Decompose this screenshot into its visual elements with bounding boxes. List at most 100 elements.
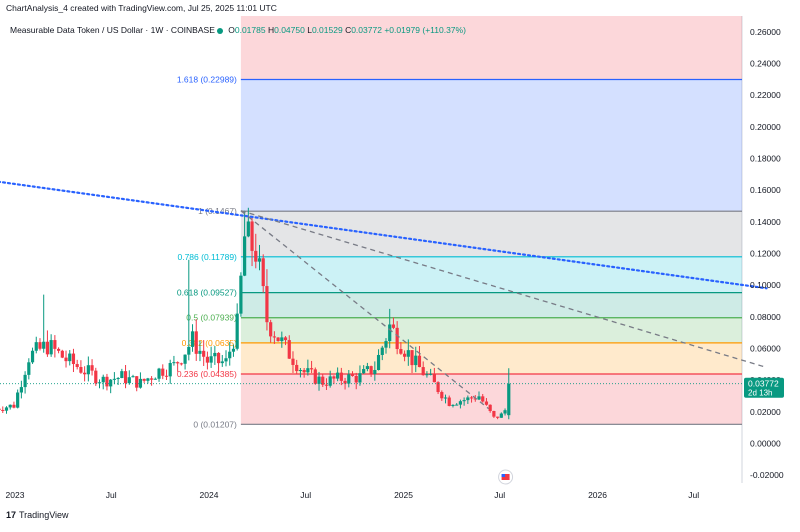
symbol-name[interactable]: Measurable Data Token / US Dollar · 1W ·… bbox=[10, 25, 215, 35]
candle-body bbox=[45, 341, 50, 355]
candle-body bbox=[112, 378, 116, 380]
fib-zone-6 bbox=[240, 342, 742, 375]
low-label: L bbox=[307, 25, 312, 35]
candle-body bbox=[324, 384, 329, 386]
candle-body bbox=[246, 221, 250, 237]
candle-body bbox=[64, 357, 68, 362]
candle-body bbox=[373, 369, 377, 374]
candle-body bbox=[455, 404, 459, 406]
candle-body bbox=[380, 347, 384, 355]
candle-body bbox=[298, 370, 303, 372]
candle-body bbox=[503, 410, 507, 414]
candle-body bbox=[135, 376, 139, 388]
candle-body bbox=[321, 376, 325, 385]
tradingview-logo[interactable]: 17 TradingView bbox=[6, 510, 69, 520]
candle-body bbox=[53, 340, 57, 349]
fib-zone-2 bbox=[240, 211, 742, 257]
price-tick: 0.18000 bbox=[750, 153, 781, 163]
price-tick: 0.06000 bbox=[750, 343, 781, 353]
candle-body bbox=[75, 364, 79, 368]
candle-body bbox=[157, 368, 161, 379]
fib-label-0-382: 0.382 (0.0635) bbox=[182, 338, 237, 348]
candle-body bbox=[417, 355, 422, 368]
candle-body bbox=[60, 350, 64, 358]
candle-body bbox=[109, 379, 113, 387]
price-tick: 0.20000 bbox=[750, 122, 781, 132]
candle-body bbox=[101, 376, 105, 383]
candle-body bbox=[120, 371, 124, 379]
candle-body bbox=[295, 364, 299, 372]
price-tick: -0.02000 bbox=[750, 470, 784, 480]
candle-body bbox=[458, 401, 463, 405]
candle-body bbox=[209, 356, 213, 363]
price-tick: 0.14000 bbox=[750, 217, 781, 227]
candle-body bbox=[347, 374, 351, 384]
candle-body bbox=[105, 376, 109, 387]
candle-body bbox=[116, 378, 120, 380]
candle-body bbox=[469, 397, 474, 399]
price-tick: 0.22000 bbox=[750, 90, 781, 100]
candle-body bbox=[179, 363, 183, 365]
candle-body bbox=[287, 340, 291, 359]
candle-body bbox=[496, 416, 500, 418]
candle-body bbox=[202, 350, 206, 357]
candle-body bbox=[235, 313, 239, 349]
candle-body bbox=[488, 404, 492, 412]
candle-body bbox=[350, 374, 355, 376]
candle-body bbox=[224, 358, 228, 362]
candle-body bbox=[168, 363, 172, 377]
time-tick: Jul bbox=[106, 490, 117, 500]
candle-body bbox=[484, 401, 489, 405]
price-tag-value: 0.03772 bbox=[748, 379, 779, 389]
candle-body bbox=[492, 411, 496, 417]
candle-body bbox=[395, 327, 399, 350]
candle-body bbox=[216, 352, 221, 364]
us-flag-icon-stripes bbox=[501, 474, 510, 480]
market-status-dot bbox=[216, 27, 223, 34]
candle-body bbox=[265, 286, 269, 323]
price-tick: 0.26000 bbox=[750, 27, 781, 37]
candle-body bbox=[153, 378, 157, 380]
fib-label-0: 0 (0.01207) bbox=[193, 419, 237, 429]
candle-body bbox=[447, 397, 451, 406]
tradingview-logo-text: TradingView bbox=[19, 510, 69, 520]
candle-body bbox=[56, 348, 61, 351]
candle-body bbox=[414, 355, 418, 366]
candle-body bbox=[1, 409, 5, 411]
candle-body bbox=[97, 382, 102, 384]
candle-body bbox=[176, 362, 180, 364]
fib-zone-5 bbox=[240, 317, 742, 343]
change-value: +0.01979 (+110.37%) bbox=[384, 25, 466, 35]
candle-body bbox=[146, 378, 150, 381]
candle-body bbox=[399, 349, 403, 354]
candle-body bbox=[443, 397, 448, 399]
open-label: O bbox=[228, 25, 235, 35]
fib-label-1-618: 1.618 (0.22989) bbox=[177, 74, 237, 84]
close-value: 0.03772 bbox=[351, 25, 382, 35]
time-tick: Jul bbox=[688, 490, 699, 500]
candle-body bbox=[30, 350, 35, 363]
price-tag-countdown: 2d 13h bbox=[748, 389, 772, 398]
candle-body bbox=[432, 373, 436, 383]
candle-body bbox=[231, 348, 236, 352]
candle-body bbox=[123, 371, 128, 384]
time-tick: 2025 bbox=[394, 490, 413, 500]
candle-body bbox=[358, 373, 362, 383]
candle-body bbox=[421, 367, 425, 376]
price-tag bbox=[744, 377, 784, 398]
candle-body bbox=[187, 346, 191, 355]
candle-body bbox=[161, 368, 165, 376]
candle-body bbox=[466, 397, 470, 401]
candle-body bbox=[42, 341, 46, 349]
candle-body bbox=[477, 396, 481, 400]
candle-body bbox=[429, 373, 433, 375]
candle-body bbox=[481, 396, 485, 402]
candle-body bbox=[254, 250, 258, 262]
fib-label-0-236: 0.236 (0.04385) bbox=[177, 369, 237, 379]
price-tick: 0.10000 bbox=[750, 280, 781, 290]
candle-body bbox=[309, 368, 314, 370]
trendline-1 bbox=[240, 210, 767, 369]
us-flag-icon-canton bbox=[501, 474, 506, 477]
